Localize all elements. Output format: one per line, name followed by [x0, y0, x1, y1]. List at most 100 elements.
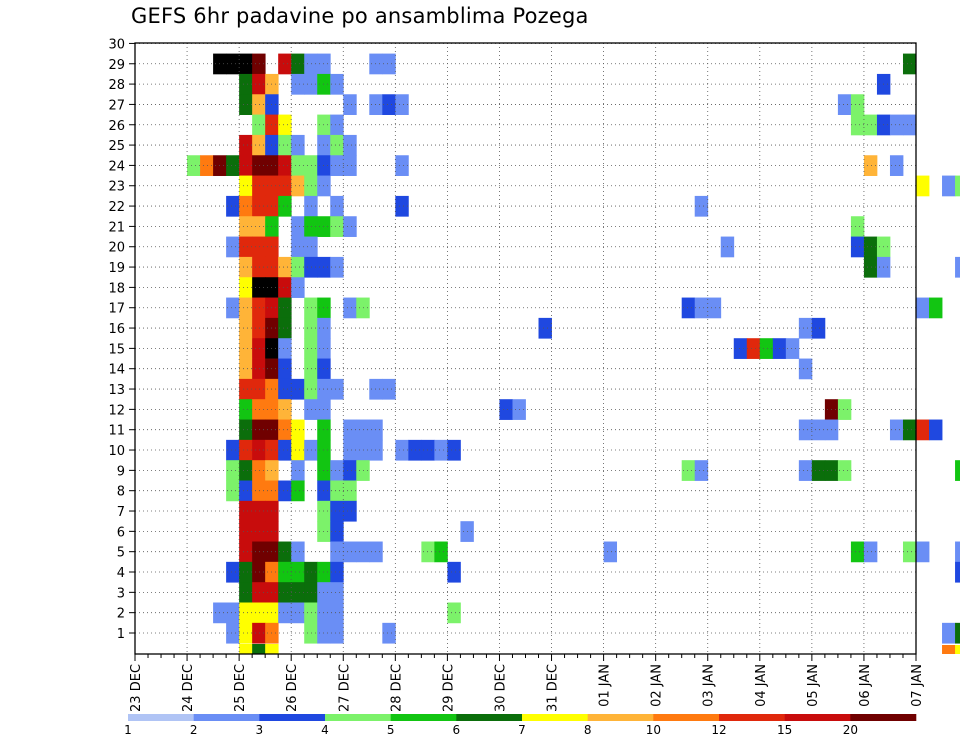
- heatmap-cell: [291, 602, 305, 624]
- heatmap-cell: [330, 480, 344, 502]
- heatmap-cell: [330, 500, 344, 522]
- heatmap-cell: [942, 175, 956, 197]
- heatmap-cell: [304, 297, 318, 319]
- heatmap-cell: [395, 195, 409, 217]
- heatmap-cell: [239, 622, 253, 644]
- y-tick-label: 24: [108, 159, 125, 174]
- heatmap-cell: [252, 195, 266, 217]
- heatmap-cell: [746, 338, 761, 359]
- y-tick-label: 15: [108, 342, 125, 357]
- heatmap-cell: [785, 338, 800, 359]
- colorbar-label: 5: [387, 723, 395, 737]
- y-tick-label: 13: [108, 383, 125, 398]
- heatmap-cell: [955, 175, 960, 197]
- colorbar-label: 12: [711, 723, 726, 737]
- heatmap-cell: [929, 419, 943, 441]
- heatmap-cell: [343, 541, 357, 563]
- heatmap-cell: [278, 378, 292, 400]
- heatmap-cell: [252, 521, 266, 542]
- heatmap-cell: [434, 541, 448, 563]
- colorbar-swatch: [784, 714, 851, 721]
- heatmap-cell: [239, 602, 253, 624]
- heatmap-cell: [382, 94, 396, 115]
- colorbar-swatch: [850, 714, 917, 721]
- heatmap-cell: [356, 419, 370, 441]
- x-tick-label: 01 JAN: [598, 664, 613, 707]
- heatmap-cell: [330, 541, 344, 563]
- heatmap-cell: [798, 358, 813, 380]
- heatmap-cell: [447, 602, 461, 624]
- heatmap-cell: [694, 297, 709, 319]
- heatmap-cell: [850, 236, 865, 258]
- heatmap-cell: [811, 419, 826, 441]
- heatmap-cell: [291, 439, 305, 461]
- x-tick-label: 05 JAN: [806, 664, 821, 707]
- y-tick-label: 29: [108, 58, 125, 73]
- heatmap-cell: [330, 134, 344, 156]
- y-tick-label: 17: [108, 302, 125, 317]
- colorbar-label: 2: [190, 723, 198, 737]
- heatmap-cell: [330, 561, 344, 583]
- heatmap-cell: [239, 94, 253, 115]
- heatmap-cell: [759, 338, 774, 359]
- heatmap-cell: [304, 256, 318, 278]
- heatmap-cell: [252, 541, 266, 563]
- y-tick-label: 27: [108, 98, 125, 113]
- colorbar-label: 3: [256, 723, 264, 737]
- heatmap-cell: [278, 195, 292, 217]
- colorbar-swatch: [390, 714, 457, 721]
- heatmap-cell: [850, 541, 865, 563]
- heatmap-cell: [226, 53, 240, 75]
- heatmap-cell: [291, 378, 305, 400]
- heatmap-cell: [278, 114, 292, 136]
- y-tick-label: 18: [108, 281, 125, 296]
- heatmap-cell: [603, 541, 618, 563]
- heatmap-cell: [343, 216, 357, 237]
- heatmap-cell: [369, 94, 383, 115]
- heatmap-cell: [916, 297, 930, 319]
- heatmap-cell: [343, 419, 357, 441]
- heatmap-cell: [343, 155, 357, 176]
- heatmap-cell: [239, 399, 253, 420]
- heatmap-cell: [278, 256, 292, 278]
- y-tick-label: 22: [108, 200, 125, 215]
- heatmap-cell: [330, 73, 344, 95]
- heatmap-cell: [942, 645, 956, 654]
- heatmap-cell: [382, 53, 396, 75]
- heatmap-cell: [304, 175, 318, 197]
- heatmap-cell: [291, 155, 305, 176]
- heatmap-cell: [278, 53, 292, 75]
- heatmap-cell: [252, 480, 266, 502]
- heatmap-cell: [955, 561, 960, 583]
- heatmap-cell: [278, 582, 292, 603]
- heatmap-cell: [733, 338, 748, 359]
- heatmap-cell: [226, 622, 240, 644]
- heatmap-cell: [707, 297, 722, 319]
- heatmap-cell: [226, 195, 240, 217]
- heatmap-cell: [916, 175, 930, 197]
- heatmap-cell: [902, 53, 917, 75]
- heatmap-cell: [304, 216, 318, 237]
- heatmap-cell: [902, 541, 917, 563]
- colorbar: 1 2 3 4 5 6 7 8 10 12 15 20: [124, 714, 917, 737]
- heatmap-cell: [239, 236, 253, 258]
- heatmap-cell: [239, 521, 253, 542]
- heatmap-cell: [343, 297, 357, 319]
- heatmap-cell: [863, 114, 878, 136]
- heatmap-cell: [291, 561, 305, 583]
- heatmap-cell: [811, 460, 826, 481]
- heatmap-cell: [239, 216, 253, 237]
- heatmap-cell: [239, 378, 253, 400]
- y-tick-label: 7: [117, 505, 125, 520]
- heatmap-cell: [278, 155, 292, 176]
- heatmap-cell: [252, 94, 266, 115]
- heatmap-cell: [395, 155, 409, 176]
- x-tick-label: 04 JAN: [754, 664, 769, 707]
- heatmap-cell: [252, 439, 266, 461]
- heatmap-cell: [239, 53, 253, 75]
- colorbar-label: 7: [518, 723, 526, 737]
- heatmap-cell: [252, 256, 266, 278]
- heatmap-cell: [850, 114, 865, 136]
- heatmap-cell: [226, 561, 240, 583]
- colorbar-swatch: [587, 714, 654, 721]
